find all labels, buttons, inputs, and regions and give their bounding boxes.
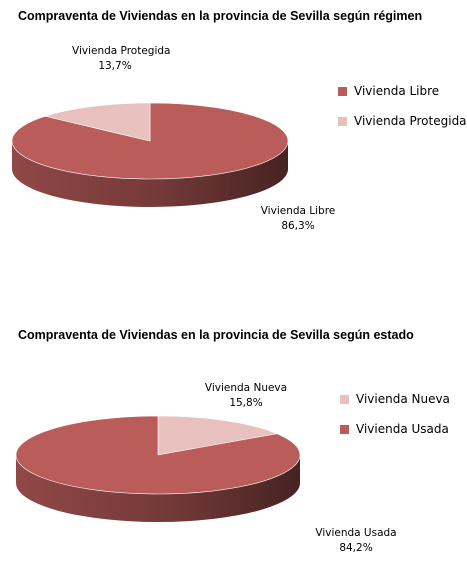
pie-chart-estado: Compraventa de Viviendas en la provincia… xyxy=(0,318,467,561)
data-label-value: 15,8% xyxy=(229,397,263,409)
legend-swatch xyxy=(340,424,349,434)
data-label-category: Vivienda Libre xyxy=(260,205,336,217)
pie-chart-regimen: Compraventa de Viviendas en la provincia… xyxy=(0,0,467,275)
legend-swatch xyxy=(338,116,347,126)
data-label-category: Vivienda Protegida xyxy=(72,45,171,57)
pie-plot xyxy=(11,102,289,207)
pie-plot xyxy=(15,415,301,522)
data-label-vivienda-libre: Vivienda Libre 86,3% xyxy=(250,204,346,234)
pie-slice-vivienda-usada xyxy=(15,415,301,495)
legend-label: Vivienda Nueva xyxy=(356,392,450,406)
legend: Vivienda Nueva Vivienda Usada xyxy=(340,390,450,450)
data-label-vivienda-protegida: Vivienda Protegida 13,7% xyxy=(72,44,171,74)
legend-item-vivienda-usada: Vivienda Usada xyxy=(340,420,450,438)
legend-label: Vivienda Libre xyxy=(354,84,440,98)
data-label-category: Vivienda Usada xyxy=(315,527,397,539)
data-label-value: 13,7% xyxy=(98,60,132,72)
pie-side-wall xyxy=(16,455,300,522)
legend-label: Vivienda Protegida xyxy=(354,114,467,128)
legend-item-vivienda-libre: Vivienda Libre xyxy=(338,82,467,100)
legend: Vivienda Libre Vivienda Protegida xyxy=(338,82,467,142)
legend-swatch xyxy=(340,394,349,404)
pie-slice-vivienda-libre xyxy=(11,102,289,180)
data-label-value: 86,3% xyxy=(281,220,315,232)
data-label-value: 84,2% xyxy=(339,542,373,554)
legend-item-vivienda-nueva: Vivienda Nueva xyxy=(340,390,450,408)
pie-slice-vivienda-nueva xyxy=(157,415,278,456)
data-label-vivienda-nueva: Vivienda Nueva 15,8% xyxy=(198,381,294,411)
data-label-category: Vivienda Nueva xyxy=(204,382,288,394)
legend-item-vivienda-protegida: Vivienda Protegida xyxy=(338,112,467,130)
pie-side-wall xyxy=(12,141,288,207)
legend-swatch xyxy=(338,86,347,96)
chart-title: Compraventa de Viviendas en la provincia… xyxy=(18,9,423,23)
chart-title: Compraventa de Viviendas en la provincia… xyxy=(18,328,414,342)
data-label-vivienda-usada: Vivienda Usada 84,2% xyxy=(308,526,404,556)
legend-label: Vivienda Usada xyxy=(356,422,449,436)
pie-slice-vivienda-protegida xyxy=(44,102,151,142)
